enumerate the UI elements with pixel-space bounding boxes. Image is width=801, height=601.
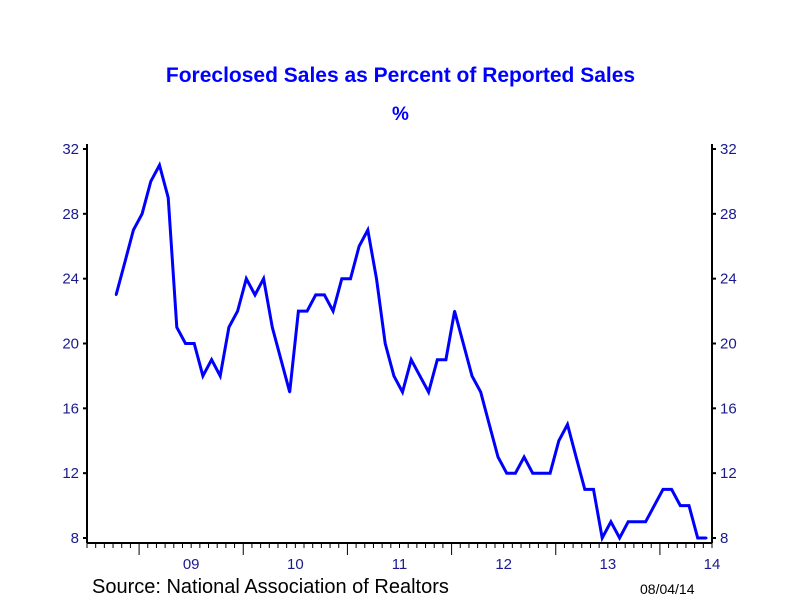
data-point <box>436 358 439 361</box>
data-point <box>279 358 283 361</box>
x-tick-label: 14 <box>704 556 721 573</box>
data-point <box>496 455 500 459</box>
data-point <box>661 488 665 491</box>
data-point <box>288 390 291 394</box>
x-tick-label: 13 <box>599 556 616 573</box>
data-point <box>479 390 482 394</box>
data-point <box>140 212 144 216</box>
y-tick-label-left: 32 <box>62 141 79 158</box>
data-point <box>592 488 595 491</box>
data-point <box>314 293 317 297</box>
data-point <box>540 471 543 475</box>
data-point <box>253 293 257 297</box>
tick-labels: 8 8 12 12 16 16 20 20 24 24 28 28 32 32 09 10 11 12 13 14 <box>62 141 736 573</box>
data-point <box>566 423 569 426</box>
y-tick-label-right: 12 <box>720 465 737 482</box>
data-point <box>453 309 456 313</box>
data-point <box>349 277 352 280</box>
y-tick-label-right: 24 <box>720 271 737 288</box>
data-point <box>392 374 396 378</box>
data-point <box>679 504 682 507</box>
data-point <box>271 326 274 329</box>
data-point <box>245 277 248 280</box>
y-tick-label-right: 16 <box>720 400 737 417</box>
data-point <box>583 488 587 491</box>
data-point <box>505 471 508 475</box>
date-stamp: 08/04/14 <box>640 581 695 597</box>
data-point <box>522 455 526 459</box>
data-point <box>574 455 578 459</box>
chart-title: Foreclosed Sales as Percent of Reported … <box>165 64 636 87</box>
data-point <box>383 342 387 345</box>
y-tick-label-right: 32 <box>720 141 737 158</box>
data-point <box>166 196 170 199</box>
data-point <box>297 309 300 313</box>
data-point <box>114 293 118 297</box>
y-tick-label-left: 8 <box>71 530 79 547</box>
data-point <box>201 374 205 378</box>
data-point <box>184 342 187 345</box>
data-point <box>149 180 153 183</box>
data-point <box>375 277 378 280</box>
x-tick-label: 11 <box>392 556 408 573</box>
data-point <box>210 358 213 361</box>
data-point <box>262 277 265 280</box>
data-point <box>323 293 326 297</box>
data-point <box>696 536 699 540</box>
data-point <box>635 520 639 523</box>
data-point <box>548 471 552 475</box>
ticks <box>83 148 716 555</box>
y-tick-label-right: 20 <box>720 336 737 353</box>
data-point <box>531 471 534 475</box>
data-point <box>644 520 647 523</box>
axes <box>86 144 713 544</box>
data-point <box>557 439 560 442</box>
data-point <box>158 164 161 167</box>
x-tick-label: 09 <box>183 556 200 573</box>
data-point <box>227 326 231 329</box>
y-tick-label-right: 8 <box>720 530 728 547</box>
data-point <box>470 374 474 378</box>
data-point <box>609 520 613 523</box>
y-tick-label-left: 20 <box>62 336 79 353</box>
data-point <box>444 358 448 361</box>
data-point <box>175 326 179 329</box>
data-point <box>427 390 430 394</box>
data-point <box>340 277 343 280</box>
x-tick-label: 10 <box>287 556 304 573</box>
y-tick-label-left: 24 <box>62 271 79 288</box>
data-point <box>514 471 517 475</box>
chart-unit-label: % <box>392 104 409 125</box>
data-point <box>236 309 239 313</box>
source-note: Source: National Association of Realtors <box>92 576 449 598</box>
y-tick-label-left: 28 <box>62 206 79 223</box>
data-point <box>132 228 135 232</box>
data-point <box>219 374 222 378</box>
data-point <box>653 504 656 507</box>
data-point <box>357 245 361 248</box>
data-point <box>366 228 370 232</box>
data-point <box>418 374 422 378</box>
y-tick-label-left: 12 <box>62 465 79 482</box>
data-point <box>193 342 196 345</box>
data-point <box>401 390 404 394</box>
data-point <box>618 536 621 540</box>
data-point <box>123 261 126 264</box>
data-point <box>462 342 465 345</box>
data-point <box>488 423 491 426</box>
data-point <box>627 520 630 523</box>
data-point <box>600 536 604 540</box>
data-point <box>410 358 413 361</box>
x-tick-label: 12 <box>495 556 512 573</box>
data-point <box>705 536 708 540</box>
data-point <box>687 504 691 507</box>
series-line <box>114 161 707 543</box>
data-point <box>670 488 673 491</box>
data-point <box>331 309 335 313</box>
y-tick-label-right: 28 <box>720 206 737 223</box>
data-point <box>305 309 309 313</box>
y-tick-label-left: 16 <box>62 400 79 417</box>
